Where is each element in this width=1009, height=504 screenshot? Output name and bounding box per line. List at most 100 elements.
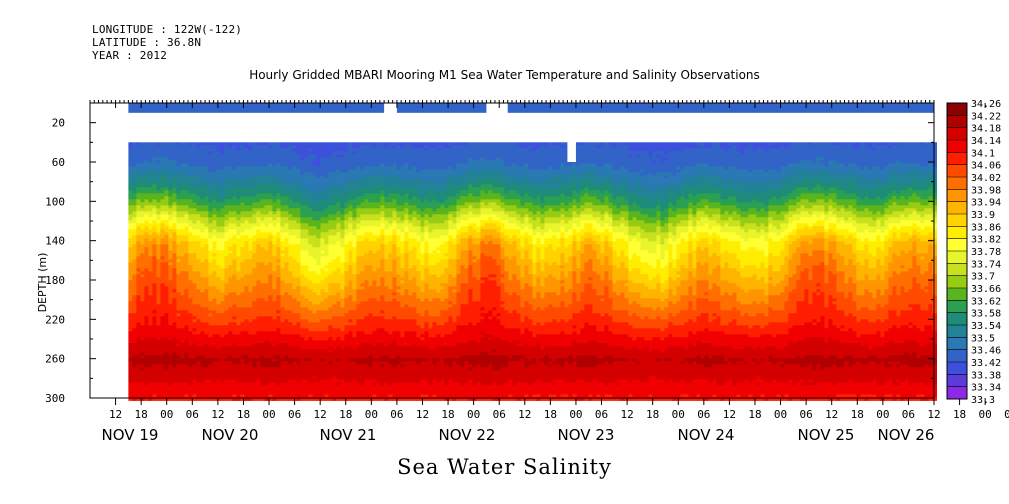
x-tick-label: 12 <box>518 408 531 421</box>
colorbar-label: 33.38 <box>971 370 1001 381</box>
colorbar-label: 33.66 <box>971 284 1001 295</box>
colorbar-swatch <box>947 238 967 252</box>
x-day-label: NOV 20 <box>202 426 259 444</box>
x-axis: 12 18 00 06 12 18 00 06 12 18 00 06 12 18 00 06 12 18 00 06… <box>102 103 1009 444</box>
x-day-label: NOV 19 <box>102 426 159 444</box>
x-tick-label: 00 <box>569 408 582 421</box>
y-axis: 20 60 100 140 180 220 260 300 <box>45 102 934 405</box>
x-tick-label: 18 <box>851 408 864 421</box>
y-tick-label: 100 <box>45 195 65 208</box>
colorbar-label: 33.94 <box>971 198 1001 209</box>
longitude-label: LONGITUDE : 122W(-122) <box>92 23 243 36</box>
y-axis-label: DEPTH (m) <box>36 253 49 313</box>
x-day-label: NOV 26 <box>878 426 935 444</box>
x-tick-label: 12 <box>825 408 838 421</box>
colorbar-swatch <box>947 115 967 129</box>
colorbar-swatch <box>947 288 967 301</box>
colorbar-label: 33.34 <box>971 383 1001 394</box>
colorbar-swatch <box>947 140 967 153</box>
colorbar-swatch <box>947 386 967 400</box>
x-tick-label: 00 <box>876 408 889 421</box>
colorbar-label: 34.18 <box>971 124 1001 135</box>
x-tick-label: 00 <box>979 408 992 421</box>
x-tick-label: 06 <box>288 408 301 421</box>
x-tick-label: 06 <box>595 408 608 421</box>
chart-title: Hourly Gridded MBARI Mooring M1 Sea Wate… <box>249 68 760 82</box>
colorbar-label: 33.5 <box>971 333 995 344</box>
colorbar-swatch <box>947 263 967 277</box>
x-tick-label: 12 <box>723 408 736 421</box>
x-tick-label: 06 <box>697 408 710 421</box>
x-tick-label: 06 <box>493 408 506 421</box>
x-tick-label: 06 <box>902 408 915 421</box>
colorbar-label: 33.58 <box>971 309 1001 320</box>
colorbar-swatch <box>947 177 967 190</box>
colorbar-label: 33.46 <box>971 346 1001 357</box>
colorbar-label: 33.78 <box>971 247 1001 258</box>
x-tick-label: 06 <box>799 408 812 421</box>
x-tick-label: 12 <box>314 408 327 421</box>
surface-gap-0 <box>384 102 397 114</box>
colorbar-swatch <box>947 226 967 240</box>
year-label: YEAR : 2012 <box>92 49 168 62</box>
x-day-label: NOV 24 <box>678 426 735 444</box>
colorbar-label: 34.14 <box>971 136 1001 147</box>
colorbar-swatch <box>947 312 967 326</box>
x-tick-label: 18 <box>953 408 966 421</box>
x-tick-label: 18 <box>237 408 250 421</box>
x-day-label: NOV 25 <box>798 426 855 444</box>
colorbar-swatch <box>947 349 967 363</box>
latitude-label: LATITUDE : 36.8N <box>92 36 202 49</box>
colorbar-label: 34.26 <box>971 99 1001 110</box>
colorbar-label: 33.3 <box>971 395 995 406</box>
x-axis-title: Sea Water Salinity <box>397 455 612 479</box>
colorbar-swatch <box>947 251 967 264</box>
colorbar-label: 33.9 <box>971 210 995 221</box>
y-tick-label: 180 <box>45 274 65 287</box>
colorbar-label: 34.22 <box>971 111 1001 122</box>
colorbar-swatch <box>947 275 967 289</box>
y-tick-label: 60 <box>52 156 65 169</box>
x-tick-label: 06 <box>1004 408 1009 421</box>
x-tick-label: 18 <box>135 408 148 421</box>
colorbar-swatch <box>947 374 967 388</box>
colorbar-label: 34.1 <box>971 148 995 159</box>
y-tick-label: 20 <box>52 117 65 130</box>
x-tick-label: 00 <box>262 408 275 421</box>
colorbar-label: 33.7 <box>971 272 995 283</box>
y-tick-label: 140 <box>45 235 65 248</box>
colorbar-swatch <box>947 127 967 141</box>
x-tick-label: 18 <box>646 408 659 421</box>
heatmap-field <box>128 142 937 401</box>
colorbar-swatch <box>947 164 967 178</box>
colorbar-swatch <box>947 214 967 227</box>
colorbar-label: 33.42 <box>971 358 1001 369</box>
x-tick-label: 12 <box>211 408 224 421</box>
x-tick-label: 12 <box>109 408 122 421</box>
y-tick-label: 220 <box>45 313 65 326</box>
x-tick-label: 00 <box>672 408 685 421</box>
x-tick-label: 12 <box>620 408 633 421</box>
x-day-label: NOV 22 <box>439 426 496 444</box>
x-tick-label: 00 <box>467 408 480 421</box>
colorbar-label: 33.54 <box>971 321 1001 332</box>
y-tick-label: 260 <box>45 353 65 366</box>
x-day-label: NOV 23 <box>558 426 615 444</box>
colorbar-swatch <box>947 300 967 314</box>
colorbar-swatch <box>947 103 967 116</box>
y-tick-label: 300 <box>45 392 65 405</box>
colorbar-swatch <box>947 152 967 166</box>
x-tick-label: 06 <box>390 408 403 421</box>
x-tick-label: 00 <box>774 408 787 421</box>
x-tick-label: 18 <box>441 408 454 421</box>
x-tick-label: 12 <box>416 408 429 421</box>
x-tick-label: 00 <box>160 408 173 421</box>
colorbar-swatch <box>947 325 967 338</box>
colorbar-swatch <box>947 201 967 215</box>
data-gap <box>567 141 576 162</box>
colorbar-swatch <box>947 189 967 203</box>
surface-band <box>128 102 934 114</box>
colorbar-label: 33.74 <box>971 259 1001 270</box>
